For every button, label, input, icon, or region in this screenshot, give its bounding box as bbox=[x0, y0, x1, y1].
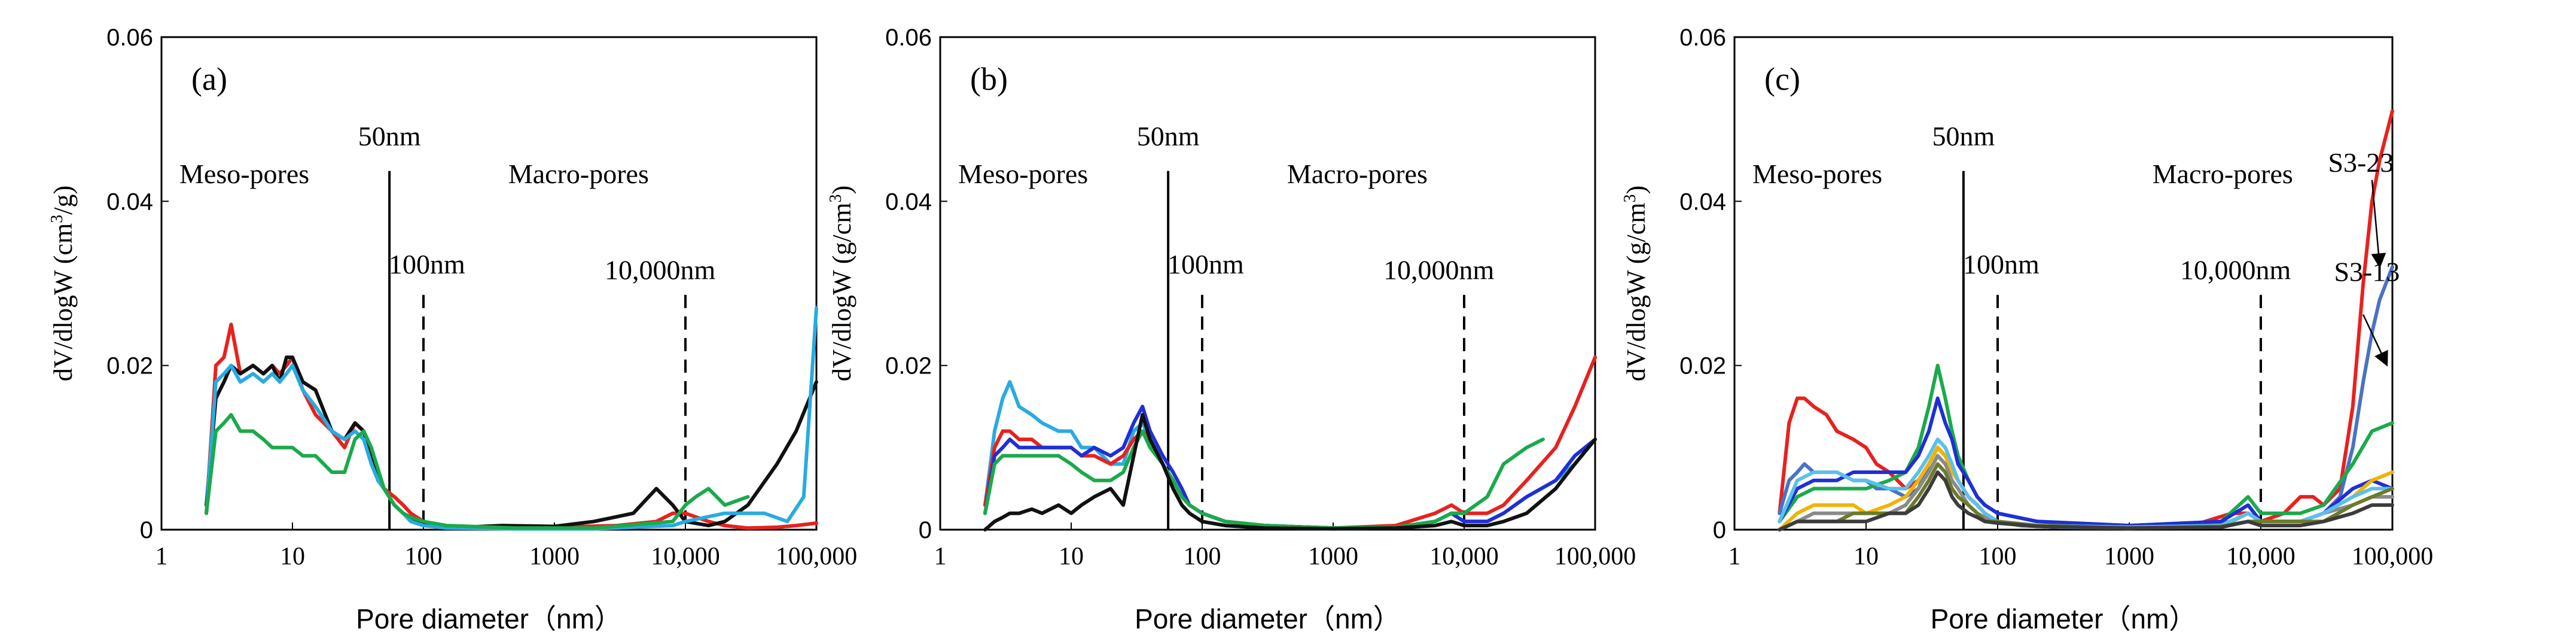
x-tick-label: 100 bbox=[1979, 543, 2017, 570]
series-line-olive bbox=[1778, 462, 2394, 531]
x-tick-label: 10 bbox=[1059, 543, 1084, 570]
x-tick-label: 100,000 bbox=[1554, 543, 1636, 570]
x-tick-label: 1000 bbox=[2104, 543, 2154, 570]
label-100nm: 100nm bbox=[1963, 249, 2040, 280]
y-tick-label: 0 bbox=[140, 517, 153, 543]
x-tick-label: 10,000 bbox=[2226, 543, 2295, 570]
x-tick-label: 100 bbox=[405, 543, 443, 570]
series-line-black bbox=[983, 413, 1597, 531]
label-10000nm: 10,000nm bbox=[2180, 255, 2291, 285]
chart-panel-b: 1 10 100 1000 10,000 100,000 0 0.02 0.04 0.06 Pore… bbox=[827, 25, 1636, 634]
meso-pores-label: Meso-pores bbox=[179, 159, 309, 189]
chart-panel-c: 1 10 100 1000 10,000 100,000 0 0.02 0.04 0.06 Pore… bbox=[1621, 25, 2433, 634]
x-tick-label: 1000 bbox=[1308, 543, 1358, 570]
macro-pores-label: Macro-pores bbox=[1287, 159, 1428, 189]
y-tick-label: 0.02 bbox=[885, 353, 932, 379]
x-tick-label: 10 bbox=[1853, 543, 1879, 570]
x-axis-label: Pore diameter（nm） bbox=[1931, 603, 2197, 634]
series-line-green bbox=[1778, 363, 2394, 528]
series-line-blue bbox=[983, 405, 1597, 530]
series-line-gold bbox=[1778, 445, 2394, 531]
x-tick-label: 1 bbox=[1728, 543, 1741, 570]
label-s3-13: S3-13 bbox=[2334, 256, 2400, 287]
series-line-green bbox=[205, 413, 750, 530]
y-tick-label: 0.02 bbox=[106, 353, 153, 379]
plot-frame bbox=[1733, 36, 2394, 531]
y-tick-label: 0.04 bbox=[1679, 189, 1726, 215]
label-50nm: 50nm bbox=[1137, 121, 1200, 151]
label-s3-23: S3-23 bbox=[2328, 147, 2394, 178]
label-100nm: 100nm bbox=[389, 249, 465, 280]
chart-panel-a: 1 10 100 1000 10,000 100,000 0 0.02 0.04 0.06 Pore… bbox=[48, 25, 857, 634]
panel-label: (a) bbox=[191, 61, 227, 97]
y-axis-label: dV/dlogW (g/cm3) bbox=[827, 186, 856, 381]
macro-pores-label: Macro-pores bbox=[2153, 159, 2293, 189]
label-100nm: 100nm bbox=[1167, 249, 1244, 280]
y-tick-label: 0.06 bbox=[885, 25, 932, 51]
x-tick-label: 10,000 bbox=[1429, 543, 1499, 570]
x-tick-label: 100,000 bbox=[2352, 543, 2434, 570]
plot-frame bbox=[160, 36, 818, 531]
panel-label: (b) bbox=[970, 61, 1008, 97]
y-tick-label: 0.04 bbox=[885, 189, 932, 215]
label-10000nm: 10,000nm bbox=[605, 255, 716, 285]
label-50nm: 50nm bbox=[1932, 121, 1995, 151]
series-line-sky-blue bbox=[205, 306, 818, 531]
meso-pores-label: Meso-pores bbox=[1752, 159, 1882, 189]
x-tick-label: 1 bbox=[934, 543, 947, 570]
arrow-s3-23 bbox=[2371, 180, 2386, 269]
y-tick-label: 0 bbox=[919, 517, 932, 543]
arrow-s3-13 bbox=[2362, 314, 2388, 367]
series-line-S3-13 bbox=[1778, 265, 2394, 530]
x-tick-label: 100,000 bbox=[776, 543, 858, 570]
macro-pores-label: Macro-pores bbox=[508, 159, 649, 189]
series-line-blue bbox=[1778, 396, 2394, 528]
x-axis-label: Pore diameter（nm） bbox=[1135, 603, 1401, 634]
panel-label: (c) bbox=[1764, 61, 1800, 97]
x-axis-label: Pore diameter（nm） bbox=[356, 603, 622, 634]
x-tick-label: 10 bbox=[280, 543, 305, 570]
y-tick-label: 0.06 bbox=[1679, 25, 1726, 51]
y-axis-label: dV/dlogW (g/cm3) bbox=[1621, 186, 1651, 381]
y-axis-label: dV/dlogW (cm3/g) bbox=[48, 186, 78, 381]
x-tick-label: 10,000 bbox=[651, 543, 720, 570]
x-tick-label: 100 bbox=[1184, 543, 1221, 570]
meso-pores-label: Meso-pores bbox=[958, 159, 1088, 189]
series-line-green bbox=[983, 429, 1545, 530]
y-tick-label: 0 bbox=[1713, 517, 1726, 543]
label-50nm: 50nm bbox=[358, 121, 421, 151]
series-line-red bbox=[205, 323, 818, 530]
y-tick-label: 0.04 bbox=[106, 189, 153, 215]
x-tick-label: 1000 bbox=[529, 543, 580, 570]
label-10000nm: 10,000nm bbox=[1383, 255, 1495, 285]
y-tick-label: 0.06 bbox=[106, 25, 153, 51]
series-line-dark-gray bbox=[1778, 470, 2394, 531]
x-tick-label: 1 bbox=[156, 543, 168, 570]
y-tick-label: 0.02 bbox=[1679, 353, 1726, 379]
